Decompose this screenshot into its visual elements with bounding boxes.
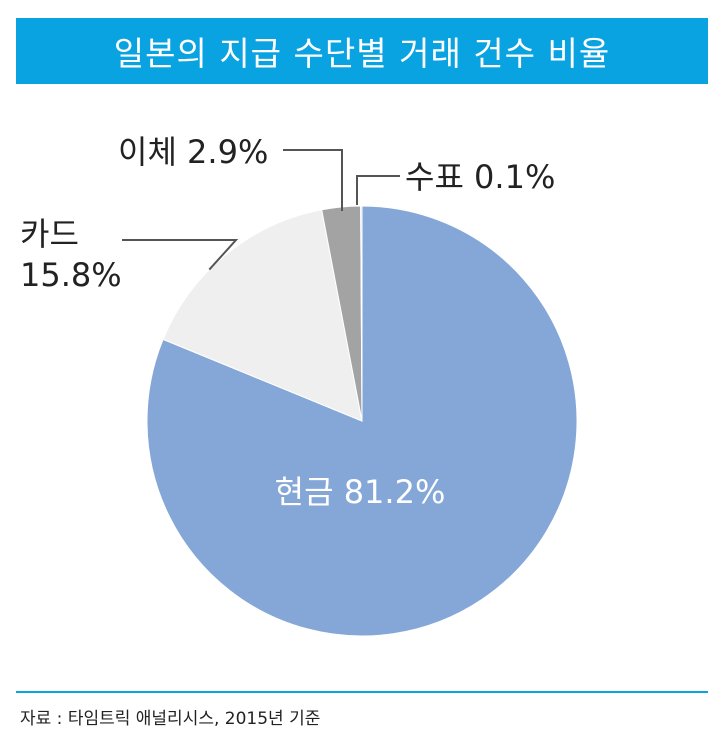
pie-slice-0	[146, 205, 578, 637]
slice-label-card-value: 15.8%	[20, 256, 122, 294]
pie-slice-3	[360, 205, 363, 422]
slice-label-transfer: 이체 2.9%	[118, 133, 268, 171]
leader-line-check	[356, 175, 400, 205]
source-note: 자료 : 타임트릭 애널리시스, 2015년 기준	[20, 709, 321, 729]
slice-label-check: 수표 0.1%	[405, 158, 555, 196]
source-divider	[16, 691, 708, 693]
chart-title: 일본의 지급 수단별 거래 건수 비율	[16, 18, 708, 84]
slice-label-cash: 현금 81.2%	[275, 473, 446, 511]
leader-line-card	[122, 239, 239, 271]
leader-line-transfer	[283, 149, 343, 211]
slice-label-card-name: 카드	[20, 215, 79, 253]
pie-slice-1	[162, 209, 363, 422]
